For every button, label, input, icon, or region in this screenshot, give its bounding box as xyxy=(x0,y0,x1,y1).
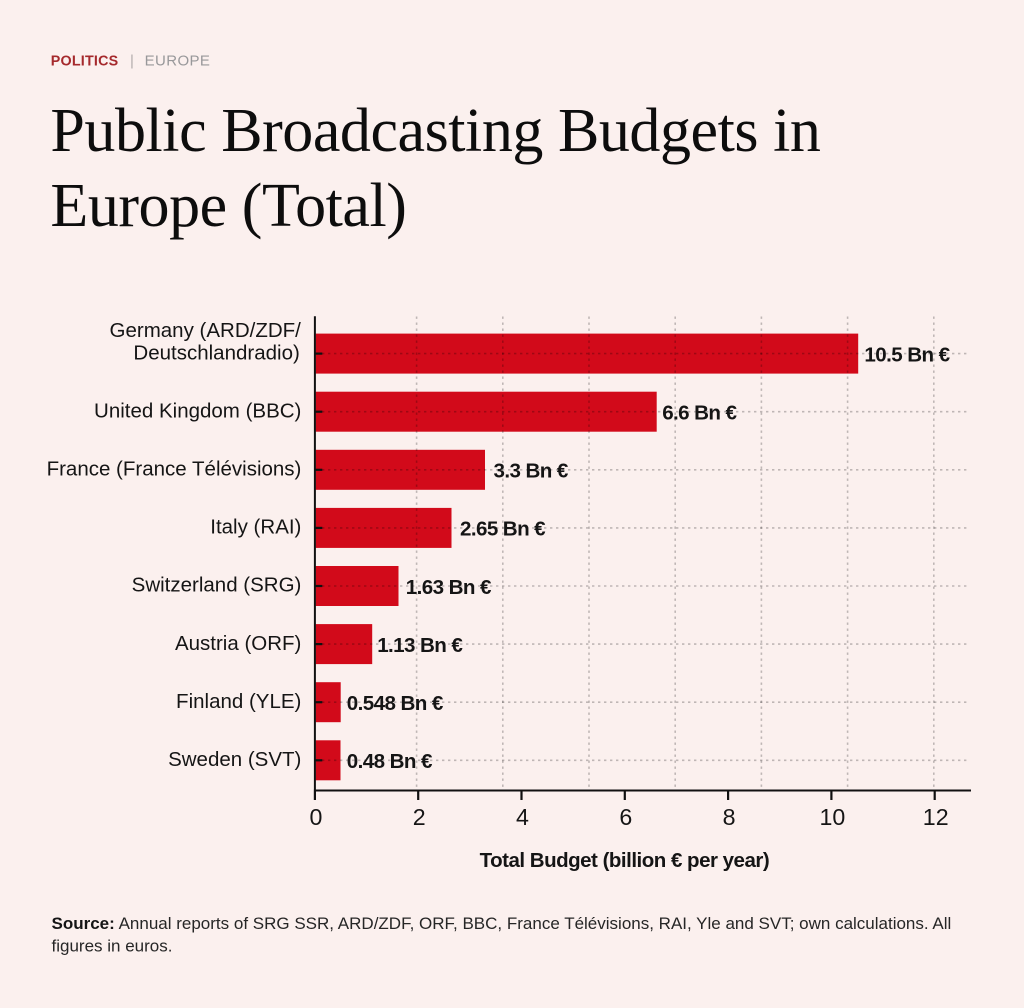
svg-text:Sweden (SVT): Sweden (SVT) xyxy=(168,748,301,771)
svg-text:Austria (ORF): Austria (ORF) xyxy=(175,632,301,655)
svg-text:Total Budget (billion € per ye: Total Budget (billion € per year) xyxy=(480,849,770,872)
svg-text:0.548 Bn €: 0.548 Bn € xyxy=(347,692,444,715)
svg-text:10.5 Bn €: 10.5 Bn € xyxy=(864,343,950,366)
svg-text:France (France Télévisions): France (France Télévisions) xyxy=(47,458,302,481)
svg-text:Source: Annual reports of SRG: Source: Annual reports of SRG SSR, ARD/Z… xyxy=(52,914,952,933)
svg-text:Switzerland (SRG): Switzerland (SRG) xyxy=(132,574,302,597)
svg-text:EUROPE: EUROPE xyxy=(145,52,211,69)
svg-text:United Kingdom (BBC): United Kingdom (BBC) xyxy=(94,399,301,422)
svg-text:POLITICS: POLITICS xyxy=(51,53,119,69)
svg-text:6.6 Bn €: 6.6 Bn € xyxy=(662,402,737,425)
svg-text:Europe (Total): Europe (Total) xyxy=(50,172,406,240)
svg-text:2: 2 xyxy=(413,804,426,830)
svg-text:6: 6 xyxy=(619,804,632,830)
svg-text:4: 4 xyxy=(516,804,529,830)
svg-text:0.48 Bn €: 0.48 Bn € xyxy=(347,750,433,773)
svg-text:0: 0 xyxy=(309,804,322,830)
svg-text:12: 12 xyxy=(923,804,949,830)
svg-text:Public Broadcasting Budgets in: Public Broadcasting Budgets in xyxy=(50,97,820,165)
svg-text:1.63 Bn €: 1.63 Bn € xyxy=(406,576,492,599)
svg-text:3.3 Bn €: 3.3 Bn € xyxy=(494,460,569,483)
svg-text:|: | xyxy=(130,53,134,70)
svg-text:Finland (YLE): Finland (YLE) xyxy=(176,690,301,713)
svg-text:figures in euros.: figures in euros. xyxy=(52,936,173,955)
svg-text:1.13 Bn €: 1.13 Bn € xyxy=(377,634,463,657)
svg-text:Germany (ARD/ZDF/: Germany (ARD/ZDF/ xyxy=(110,319,302,342)
svg-text:8: 8 xyxy=(723,804,736,830)
svg-text:Deutschlandradio): Deutschlandradio) xyxy=(133,341,299,364)
svg-text:10: 10 xyxy=(820,804,846,830)
svg-text:Italy (RAI): Italy (RAI) xyxy=(210,516,301,539)
svg-text:2.65 Bn €: 2.65 Bn € xyxy=(460,518,546,541)
